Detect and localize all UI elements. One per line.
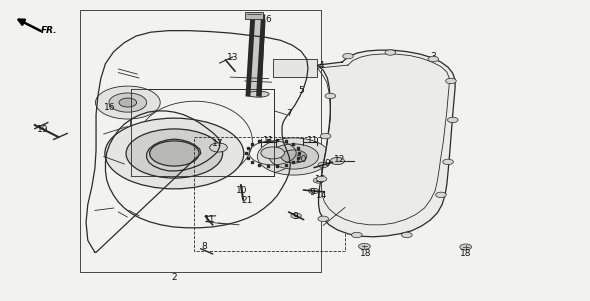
Text: 10: 10 (236, 186, 248, 195)
Circle shape (316, 176, 327, 182)
Circle shape (257, 138, 330, 175)
Circle shape (402, 232, 412, 238)
Text: 11: 11 (204, 215, 215, 224)
Circle shape (269, 144, 319, 169)
Circle shape (318, 216, 329, 222)
Text: 17: 17 (212, 139, 223, 148)
Circle shape (447, 117, 458, 123)
Text: 4: 4 (319, 61, 324, 70)
Text: 9: 9 (324, 160, 330, 169)
Text: 15: 15 (314, 175, 326, 184)
Circle shape (96, 86, 160, 119)
Circle shape (109, 93, 147, 112)
Circle shape (105, 118, 244, 189)
Ellipse shape (248, 91, 269, 97)
Bar (194, 137, 345, 251)
Bar (130, 89, 274, 176)
Bar (273, 59, 317, 77)
Circle shape (281, 150, 307, 163)
Text: 11: 11 (263, 135, 274, 144)
Circle shape (359, 244, 371, 249)
Text: 9: 9 (292, 212, 298, 221)
Circle shape (261, 147, 284, 159)
Circle shape (209, 143, 227, 152)
Circle shape (385, 50, 396, 55)
Text: 19: 19 (37, 125, 49, 134)
Circle shape (318, 162, 329, 168)
Circle shape (325, 93, 336, 99)
Polygon shape (317, 50, 455, 237)
Text: 7: 7 (286, 110, 292, 119)
Circle shape (343, 53, 353, 59)
Circle shape (320, 133, 331, 139)
Text: 20: 20 (295, 155, 307, 164)
Text: 18: 18 (360, 249, 371, 258)
Text: 8: 8 (201, 242, 206, 251)
Circle shape (150, 141, 199, 166)
Polygon shape (248, 20, 263, 97)
Text: 6: 6 (266, 15, 271, 24)
Circle shape (435, 192, 446, 197)
Text: 9: 9 (310, 188, 316, 197)
Circle shape (352, 232, 362, 238)
Circle shape (428, 56, 438, 62)
Bar (80, 10, 322, 272)
Text: 2: 2 (172, 273, 177, 282)
Circle shape (291, 213, 301, 219)
Circle shape (313, 178, 324, 183)
Text: 13: 13 (228, 52, 239, 61)
Text: 18: 18 (460, 249, 471, 258)
Text: 11: 11 (307, 135, 319, 144)
Text: 14: 14 (316, 191, 327, 200)
Text: 12: 12 (333, 155, 345, 164)
Bar (245, 12, 263, 19)
Text: FR.: FR. (41, 26, 57, 35)
Circle shape (445, 78, 456, 84)
Text: 16: 16 (104, 103, 115, 112)
Circle shape (460, 244, 471, 250)
Text: 5: 5 (298, 86, 304, 95)
Text: 21: 21 (241, 196, 253, 205)
Text: 3: 3 (431, 52, 436, 61)
Circle shape (330, 157, 345, 165)
Circle shape (119, 98, 137, 107)
Circle shape (126, 129, 222, 178)
Circle shape (309, 188, 319, 194)
Circle shape (442, 159, 453, 165)
